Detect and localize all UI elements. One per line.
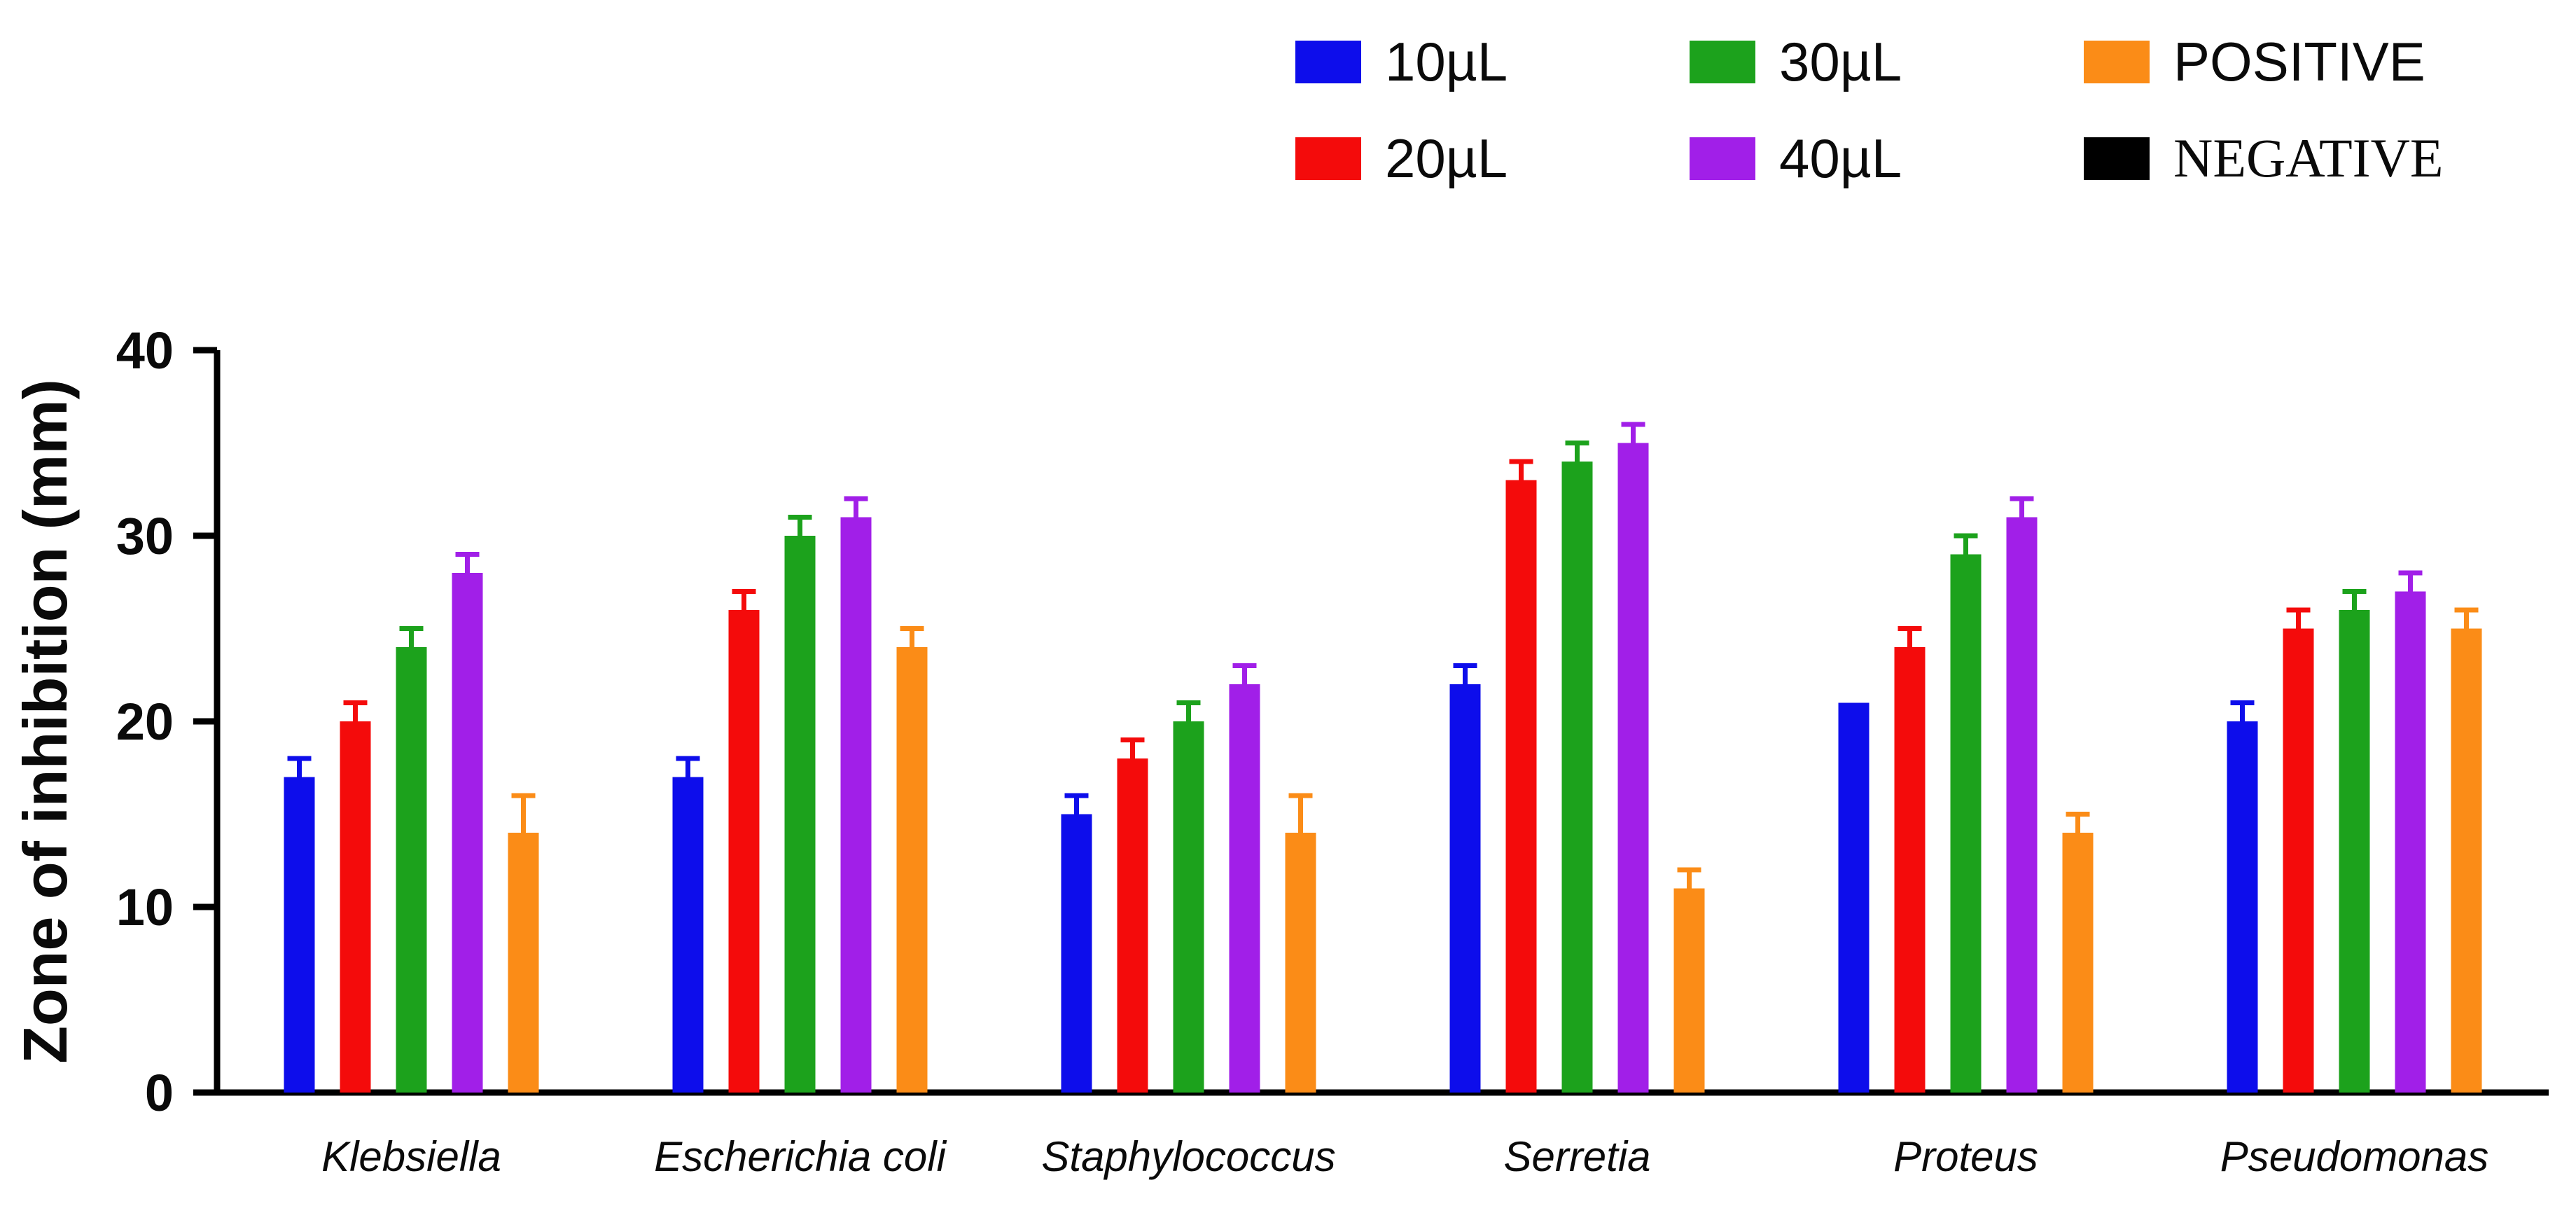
y-axis-title: Zone of inhibition (mm) xyxy=(11,379,80,1064)
legend-swatch-NEGATIVE xyxy=(2084,137,2150,180)
category-label-Klebsiella: Klebsiella xyxy=(321,1133,501,1180)
bar-40µL-Escherichia coli xyxy=(840,517,872,1093)
bar-40µL-Proteus xyxy=(2006,517,2038,1093)
category-label-Serretia: Serretia xyxy=(1503,1133,1650,1180)
bar-10µL-Staphylococcus xyxy=(1061,814,1092,1093)
bar-10µL-Klebsiella xyxy=(284,777,315,1093)
legend-swatch-10µL xyxy=(1295,40,1361,83)
category-label-Escherichia coli: Escherichia coli xyxy=(654,1133,947,1180)
legend-label-30µL: 30µL xyxy=(1779,31,1902,92)
plot-area: 0 10 20 30 40 Klebsiella Escherichia coli Staph… xyxy=(116,321,2549,1180)
legend-item-40µL: 40µL xyxy=(1690,130,2084,186)
y-tick-label: 40 xyxy=(116,321,174,380)
bar-20µL-Klebsiella xyxy=(340,721,371,1093)
bar-10µL-Pseudomonas xyxy=(2227,721,2258,1093)
legend-item-30µL: 30µL xyxy=(1690,34,2084,90)
bar-POSITIVE-Escherichia coli xyxy=(896,647,928,1093)
y-tick-label: 20 xyxy=(116,693,174,751)
legend-item-POSITIVE: POSITIVE xyxy=(2084,34,2444,90)
bar-10µL-Proteus xyxy=(1838,702,1870,1093)
bar-20µL-Proteus xyxy=(1894,647,1926,1093)
legend-swatch-40µL xyxy=(1690,137,1755,180)
legend-item-NEGATIVE: NEGATIVE xyxy=(2084,130,2444,186)
y-tick-label: 30 xyxy=(116,507,174,565)
legend-label-10µL: 10µL xyxy=(1385,31,1508,92)
category-label-Staphylococcus: Staphylococcus xyxy=(1041,1133,1335,1180)
category-label-Proteus: Proteus xyxy=(1893,1133,2038,1180)
bar-40µL-Klebsiella xyxy=(452,573,483,1093)
legend: 10µL 20µL 30µL 40µL POSITIVE NEGATIVE xyxy=(1295,34,2444,186)
legend-item-20µL: 20µL xyxy=(1295,130,1690,186)
bar-40µL-Pseudomonas xyxy=(2395,591,2426,1093)
category-label-Pseudomonas: Pseudomonas xyxy=(2220,1133,2489,1180)
legend-item-10µL: 10µL xyxy=(1295,34,1690,90)
bar-10µL-Escherichia coli xyxy=(672,777,704,1093)
y-tick-label: 0 xyxy=(145,1064,174,1122)
bar-10µL-Serretia xyxy=(1449,684,1481,1093)
legend-swatch-20µL xyxy=(1295,137,1361,180)
bar-20µL-Serretia xyxy=(1505,480,1537,1093)
bar-20µL-Staphylococcus xyxy=(1117,758,1148,1093)
bar-30µL-Escherichia coli xyxy=(784,536,816,1093)
legend-swatch-30µL xyxy=(1690,40,1755,83)
bar-30µL-Pseudomonas xyxy=(2339,610,2370,1093)
bar-POSITIVE-Proteus xyxy=(2062,833,2094,1093)
legend-label-POSITIVE: POSITIVE xyxy=(2173,31,2425,92)
bar-30µL-Klebsiella xyxy=(396,647,427,1093)
bar-30µL-Proteus xyxy=(1950,554,1982,1093)
bar-40µL-Staphylococcus xyxy=(1229,684,1260,1093)
bar-30µL-Serretia xyxy=(1561,462,1593,1093)
y-tick-label: 10 xyxy=(116,878,174,936)
bar-20µL-Escherichia coli xyxy=(728,610,760,1093)
legend-label-NEGATIVE: NEGATIVE xyxy=(2173,127,2444,188)
bar-30µL-Staphylococcus xyxy=(1173,721,1204,1093)
legend-label-20µL: 20µL xyxy=(1385,127,1508,189)
bar-40µL-Serretia xyxy=(1617,443,1649,1093)
bar-POSITIVE-Klebsiella xyxy=(508,833,539,1093)
legend-swatch-POSITIVE xyxy=(2084,40,2150,83)
bar-POSITIVE-Pseudomonas xyxy=(2451,628,2482,1093)
bar-POSITIVE-Serretia xyxy=(1673,888,1705,1093)
bar-20µL-Pseudomonas xyxy=(2283,628,2314,1093)
bar-POSITIVE-Staphylococcus xyxy=(1285,833,1316,1093)
legend-label-40µL: 40µL xyxy=(1779,127,1902,189)
